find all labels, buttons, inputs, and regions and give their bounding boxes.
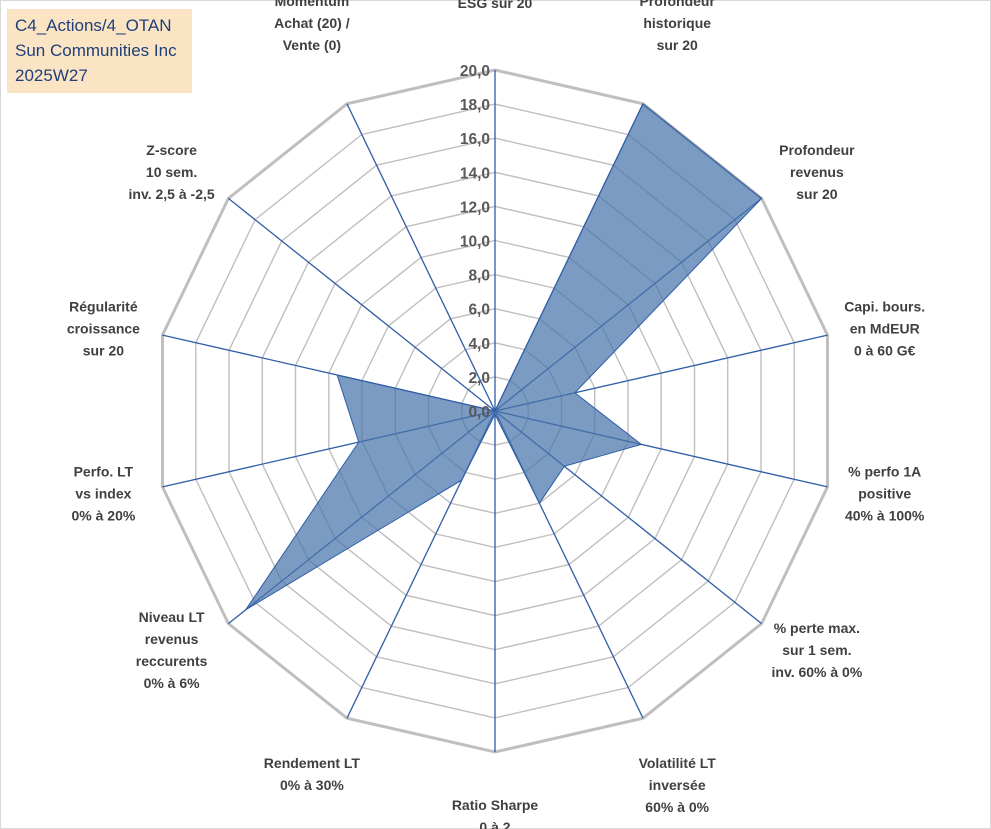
axis-label-10: Perfo. LT vs index 0% à 20%	[71, 464, 135, 524]
axis-label-13-line-0: Momentum	[275, 0, 350, 9]
spoke-12	[227, 197, 496, 412]
axis-label-8: Rendement LT 0% à 30%	[264, 755, 361, 793]
spoke-13	[346, 103, 496, 412]
r-tick-label-9: 18,0	[460, 97, 490, 114]
title-line-week: 2025W27	[15, 66, 88, 85]
title-line-company: Sun Communities Inc	[15, 41, 177, 60]
axis-label-9-line-0: Niveau LT	[139, 609, 205, 625]
axis-label-0-line-1: ESG sur 20	[458, 0, 533, 11]
axis-label-9: Niveau LT revenus reccurents 0% à 6%	[136, 609, 208, 691]
axis-label-5-line-0: % perte max.	[774, 620, 860, 636]
axis-label-3-line-2: 0 à 60 G€	[854, 342, 916, 358]
axis-label-5-line-2: inv. 60% à 0%	[772, 664, 863, 680]
axis-label-11-line-0: Régularité	[69, 298, 138, 314]
axis-label-10-line-0: Perfo. LT	[74, 464, 134, 480]
axis-label-13: Momentum Achat (20) / Vente (0)	[274, 0, 350, 53]
axis-label-10-line-2: 0% à 20%	[71, 508, 135, 524]
axis-label-5-line-1: sur 1 sem.	[782, 642, 851, 658]
axis-label-0: NoteESG sur 20	[458, 0, 533, 11]
axis-label-12-line-1: 10 sem.	[146, 164, 197, 180]
axis-label-4: % perfo 1A positive 40% à 100%	[845, 464, 925, 524]
axis-label-2: Profondeur revenus sur 20	[779, 142, 855, 202]
axis-label-4-line-0: % perfo 1A	[848, 464, 921, 480]
radial-tick-labels: 0,0 2,0 4,0 6,0 8,0 10,0 12,0 14,0 16,0 18,0 20,0	[460, 63, 490, 421]
title-line-portfolio: C4_Actions/4_OTAN	[15, 16, 172, 35]
axis-label-6-line-0: Volatilité LT	[639, 755, 717, 771]
axis-label-7: Ratio Sharpe 0 à 2	[452, 797, 539, 829]
r-tick-label-6: 12,0	[460, 199, 490, 216]
axis-label-4-line-1: positive	[858, 486, 911, 502]
r-tick-label-4: 8,0	[468, 268, 490, 285]
axis-label-6-line-1: inversée	[649, 777, 706, 793]
axis-label-13-line-2: Vente (0)	[283, 37, 341, 53]
axis-label-1-line-0: Profondeur	[639, 0, 715, 9]
axis-label-8-line-1: 0% à 30%	[280, 777, 344, 793]
r-tick-label-3: 6,0	[468, 302, 490, 319]
axis-label-11-line-2: sur 20	[83, 342, 124, 358]
axis-label-11: Régularité croissance sur 20	[67, 298, 140, 358]
axis-label-6-line-2: 60% à 0%	[645, 799, 709, 815]
axis-label-1-line-1: historique	[643, 15, 711, 31]
r-tick-label-8: 16,0	[460, 131, 490, 148]
axis-label-12-line-2: inv. 2,5 à -2,5	[129, 186, 215, 202]
radar-series-area	[245, 103, 763, 611]
axis-label-9-line-2: reccurents	[136, 653, 208, 669]
axis-label-3-line-0: Capi. bours.	[844, 298, 925, 314]
axis-label-7-line-0: Ratio Sharpe	[452, 797, 539, 813]
axis-label-4-line-2: 40% à 100%	[845, 508, 925, 524]
chart-title-box: C4_Actions/4_OTAN Sun Communities Inc 20…	[7, 9, 192, 93]
axis-label-6: Volatilité LT inversée 60% à 0%	[639, 755, 717, 815]
radar-axis-labels: NoteESG sur 20 Profondeur historique sur 20…	[67, 0, 925, 829]
axis-label-11-line-1: croissance	[67, 320, 140, 336]
r-tick-label-0: 0,0	[468, 404, 490, 421]
axis-label-9-line-1: revenus	[145, 631, 199, 647]
axis-label-2-line-0: Profondeur	[779, 142, 855, 158]
axis-label-13-line-1: Achat (20) /	[274, 15, 350, 31]
axis-label-1: Profondeur historique sur 20	[639, 0, 715, 53]
r-tick-label-2: 4,0	[468, 336, 490, 353]
r-tick-label-1: 2,0	[468, 370, 490, 387]
r-tick-label-5: 10,0	[460, 234, 490, 251]
r-tick-label-7: 14,0	[460, 165, 490, 182]
axis-label-9-line-3: 0% à 6%	[144, 675, 201, 691]
axis-label-2-line-2: sur 20	[796, 186, 837, 202]
axis-label-3: Capi. bours. en MdEUR 0 à 60 G€	[844, 298, 925, 358]
axis-label-2-line-1: revenus	[790, 164, 844, 180]
axis-label-1-line-2: sur 20	[657, 37, 698, 53]
axis-label-12-line-0: Z-score	[146, 142, 197, 158]
r-tick-label-10: 20,0	[460, 63, 490, 80]
axis-label-12: Z-score 10 sem. inv. 2,5 à -2,5	[129, 142, 215, 202]
axis-label-3-line-1: en MdEUR	[850, 320, 920, 336]
series-area-0	[245, 103, 763, 611]
axis-label-8-line-0: Rendement LT	[264, 755, 361, 771]
axis-label-7-line-1: 0 à 2	[479, 819, 510, 829]
axis-label-5: % perte max. sur 1 sem. inv. 60% à 0%	[772, 620, 863, 680]
axis-label-10-line-1: vs index	[75, 486, 131, 502]
